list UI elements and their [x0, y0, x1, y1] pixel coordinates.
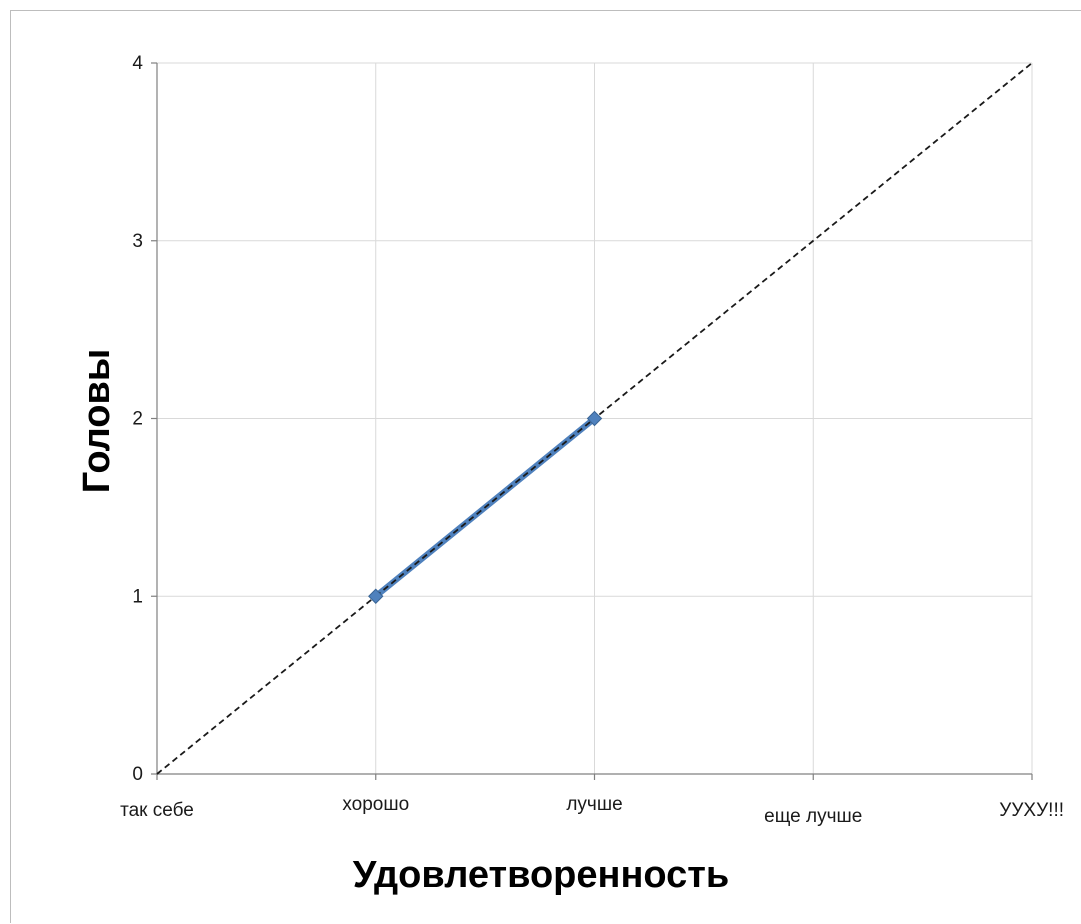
- x-tick-label: лучше: [566, 794, 622, 815]
- y-tick-label: 2: [132, 409, 143, 430]
- x-tick-label: хорошо: [342, 794, 409, 815]
- y-tick-label: 4: [132, 53, 143, 74]
- tick-label-layer: 0 1 2 3 4 так себе хорошо лучше еще лучше УУХУ!!!: [120, 53, 1064, 827]
- y-tick-label: 3: [132, 231, 143, 252]
- data-point-marker: [586, 410, 603, 427]
- x-tick-label: УУХУ!!!: [999, 800, 1064, 821]
- y-axis-title: Головы: [76, 349, 118, 494]
- chart-frame: 0 1 2 3 4 так себе хорошо лучше еще лучше УУХУ!!!…: [10, 10, 1081, 923]
- x-axis-title: Удовлетворенность: [353, 854, 729, 896]
- y-tick-label: 0: [132, 764, 143, 785]
- series-layer: [368, 410, 603, 604]
- data-point-marker: [368, 588, 384, 604]
- x-tick-label: так себе: [120, 800, 194, 821]
- x-tick-label: еще лучше: [764, 806, 862, 827]
- y-tick-label: 1: [132, 586, 143, 607]
- axis-layer: [151, 62, 1033, 780]
- trendline-overlay: [375, 417, 596, 597]
- chart: 0 1 2 3 4 так себе хорошо лучше еще лучше УУХУ!!!…: [76, 53, 1064, 896]
